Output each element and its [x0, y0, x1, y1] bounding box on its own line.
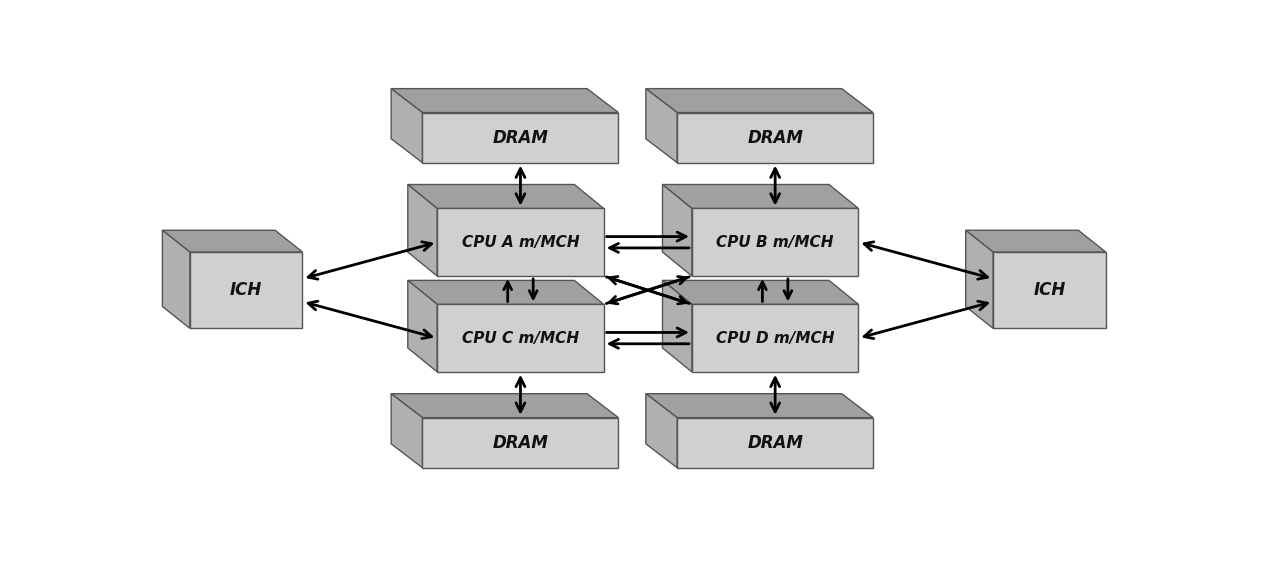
Polygon shape [966, 230, 1106, 252]
Polygon shape [391, 89, 618, 113]
Polygon shape [408, 185, 604, 208]
Text: CPU D m/MCH: CPU D m/MCH [715, 331, 834, 346]
Polygon shape [391, 394, 618, 418]
Polygon shape [422, 113, 618, 162]
Polygon shape [408, 280, 604, 305]
Polygon shape [408, 280, 437, 372]
Polygon shape [994, 252, 1106, 328]
Polygon shape [422, 418, 618, 468]
Polygon shape [391, 394, 422, 468]
Text: DRAM: DRAM [747, 434, 803, 452]
Text: ICH: ICH [1033, 281, 1066, 299]
Polygon shape [662, 185, 858, 208]
Polygon shape [662, 185, 691, 276]
Polygon shape [646, 89, 678, 162]
Polygon shape [646, 394, 678, 468]
Polygon shape [162, 230, 302, 252]
Polygon shape [678, 418, 873, 468]
Text: DRAM: DRAM [493, 434, 549, 452]
Polygon shape [691, 208, 858, 276]
Text: CPU B m/MCH: CPU B m/MCH [717, 235, 834, 250]
Text: CPU A m/MCH: CPU A m/MCH [461, 235, 579, 250]
Polygon shape [966, 230, 994, 328]
Polygon shape [408, 185, 437, 276]
Polygon shape [190, 252, 302, 328]
Polygon shape [662, 280, 858, 305]
Polygon shape [162, 230, 190, 328]
Polygon shape [391, 89, 422, 162]
Text: CPU C m/MCH: CPU C m/MCH [461, 331, 579, 346]
Text: DRAM: DRAM [493, 128, 549, 147]
Text: DRAM: DRAM [747, 128, 803, 147]
Polygon shape [437, 208, 604, 276]
Polygon shape [662, 280, 691, 372]
Polygon shape [691, 305, 858, 372]
Polygon shape [646, 89, 873, 113]
Polygon shape [646, 394, 873, 418]
Polygon shape [437, 305, 604, 372]
Polygon shape [678, 113, 873, 162]
Text: ICH: ICH [230, 281, 263, 299]
